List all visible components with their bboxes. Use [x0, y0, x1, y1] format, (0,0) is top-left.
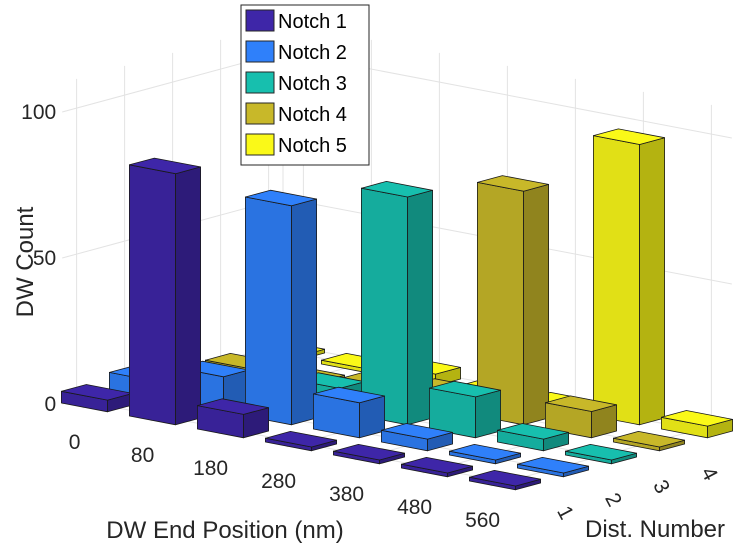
bar-notch-2-380: [380, 423, 454, 452]
bar-notch-4-560: [613, 430, 685, 452]
bar-notch-3-380: [428, 380, 502, 439]
bar-top-face: [565, 443, 637, 461]
bar-top-face: [496, 423, 569, 440]
legend-label: Notch 4: [278, 104, 347, 126]
bar-top-face: [593, 128, 665, 145]
bar-front-face: [244, 196, 293, 426]
bar-notch-2-280: [312, 386, 386, 439]
bar-notch-5-480: [593, 128, 665, 426]
bar-side-face: [475, 389, 502, 439]
z-tick-label: 0: [45, 393, 57, 416]
bar-side-face: [175, 166, 202, 426]
bar-notch-1-560: [468, 469, 541, 491]
bar-top-face: [468, 469, 541, 487]
x-tick-label: 480: [397, 496, 432, 519]
x-tick-label: 560: [465, 509, 500, 532]
bar-notch-1-280: [264, 430, 338, 452]
bar-top-face: [264, 430, 338, 448]
bar-side-face: [407, 189, 434, 426]
y-tick-label: 2: [600, 489, 626, 510]
bar-notch-1-480: [400, 456, 474, 478]
x-axis-label: DW End Position (nm): [106, 517, 343, 544]
bar-notch-4-480: [545, 395, 617, 439]
z-tick-label: 50: [33, 247, 56, 270]
legend-swatch: [245, 133, 275, 156]
bar-notch-3-480: [496, 423, 569, 452]
bar-notch-5-560: [661, 410, 733, 439]
bar-top-face: [476, 175, 549, 192]
legend: Notch 1 Notch 2 Notch 3 Notch 4 Notch 5: [240, 4, 370, 166]
bar-top-face: [332, 443, 406, 461]
bar-top-face: [400, 456, 474, 474]
bar-notch-4-380: [476, 175, 549, 426]
y-tick-label: 3: [648, 476, 674, 497]
bar-top-face: [428, 380, 502, 398]
bar-notch-1-380: [332, 443, 406, 465]
bar-top-face: [196, 398, 270, 415]
bar-top-face: [613, 430, 685, 448]
bar-top-face: [312, 386, 386, 404]
y-tick-label: 4: [696, 463, 722, 484]
legend-swatch: [245, 102, 275, 125]
legend-swatch: [245, 71, 275, 94]
legend-swatch: [245, 9, 275, 32]
bars: [61, 128, 733, 491]
legend-label: Notch 5: [278, 135, 347, 157]
z-tick-label: 100: [21, 101, 56, 124]
bar-side-face: [291, 198, 318, 426]
bar-front-face: [128, 164, 177, 426]
bar-notch-1-180: [196, 398, 270, 439]
bar-side-face: [523, 183, 549, 426]
legend-label: Notch 3: [278, 73, 347, 95]
bar-top-face: [661, 410, 733, 427]
bar-notch-3-280: [360, 180, 434, 426]
bar-side-face: [639, 137, 665, 426]
legend-label: Notch 2: [278, 42, 347, 64]
bar-top-face: [244, 189, 318, 207]
x-tick-label: 80: [131, 444, 154, 467]
bar-top-face: [360, 180, 434, 198]
x-tick-label: 0: [69, 431, 81, 454]
bar-notch-1-80: [128, 157, 202, 426]
y-tick-label: 1: [552, 502, 578, 523]
bar-top-face: [545, 395, 617, 412]
x-tick-label: 380: [329, 483, 364, 506]
legend-swatch: [245, 40, 275, 63]
bar-top-face: [380, 423, 454, 440]
bar-notch-2-560: [517, 456, 589, 478]
bar-notch-2-180: [244, 189, 318, 426]
bar-side-face: [359, 395, 386, 439]
x-tick-label: 180: [193, 457, 228, 480]
bar-top-face: [517, 456, 589, 474]
z-axis-label: DW Count: [12, 206, 39, 317]
bar-notch-2-480: [448, 443, 521, 465]
bar-top-face: [128, 157, 202, 175]
legend-label: Notch 1: [278, 11, 347, 33]
bar-top-face: [448, 443, 521, 461]
y-axis-label: Dist. Number: [585, 516, 725, 543]
bar-front-face: [360, 187, 409, 426]
x-tick-label: 280: [261, 470, 296, 493]
bar-notch-3-560: [565, 443, 637, 465]
bar-front-face: [593, 135, 640, 426]
